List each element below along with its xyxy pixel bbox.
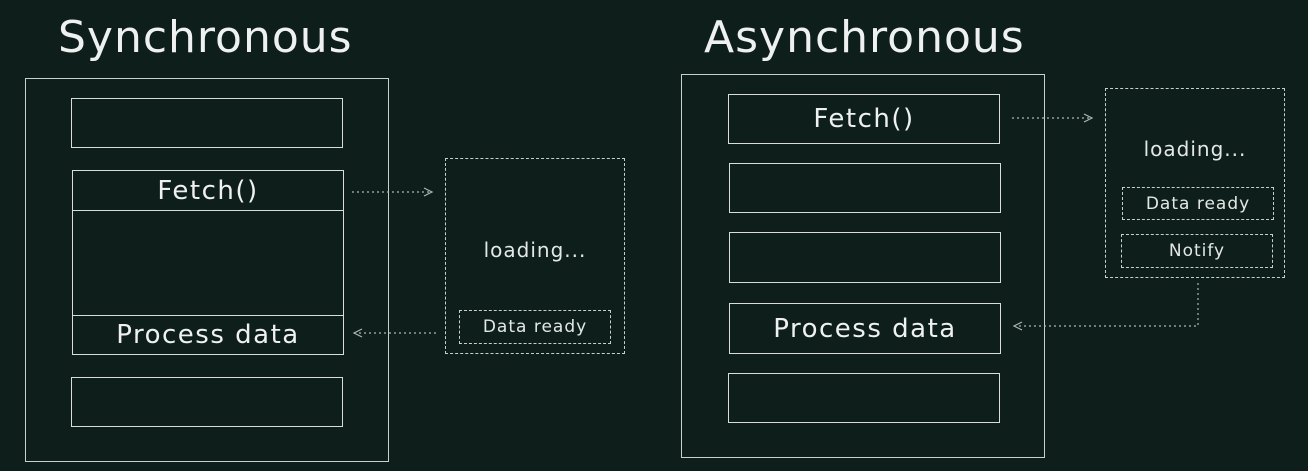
async-step-3 (729, 232, 1001, 283)
sync-step-1 (71, 98, 343, 148)
async-loading-label: loading... (1143, 137, 1247, 161)
sync-process-label: Process data (116, 320, 300, 350)
async-step-2 (729, 163, 1001, 213)
sync-frame (25, 78, 389, 462)
async-title: Asynchronous (704, 12, 1025, 63)
sync-title: Synchronous (58, 12, 353, 63)
async-step-last (728, 373, 1000, 423)
async-notify-box: Notify (1121, 234, 1273, 268)
sync-blocked-area (72, 210, 344, 316)
async-loading-panel (1105, 88, 1285, 278)
sync-fetch-box: Fetch() (72, 170, 344, 211)
async-fetch-box: Fetch() (728, 94, 1000, 144)
async-frame (681, 74, 1045, 458)
async-fetch-label: Fetch() (813, 104, 915, 134)
async-notify-label: Notify (1168, 241, 1226, 261)
sync-data-ready-label: Data ready (482, 317, 588, 337)
sync-data-ready-box: Data ready (459, 310, 611, 344)
sync-step-last (71, 377, 343, 427)
async-process-label: Process data (773, 313, 957, 344)
async-process-box: Process data (729, 303, 1001, 354)
sync-fetch-label: Fetch() (157, 175, 259, 206)
sync-loading-panel (445, 158, 625, 354)
async-data-ready-box: Data ready (1122, 187, 1274, 220)
sync-loading-label: loading... (483, 238, 587, 262)
async-data-ready-label: Data ready (1145, 193, 1251, 214)
sync-process-box: Process data (72, 315, 344, 355)
